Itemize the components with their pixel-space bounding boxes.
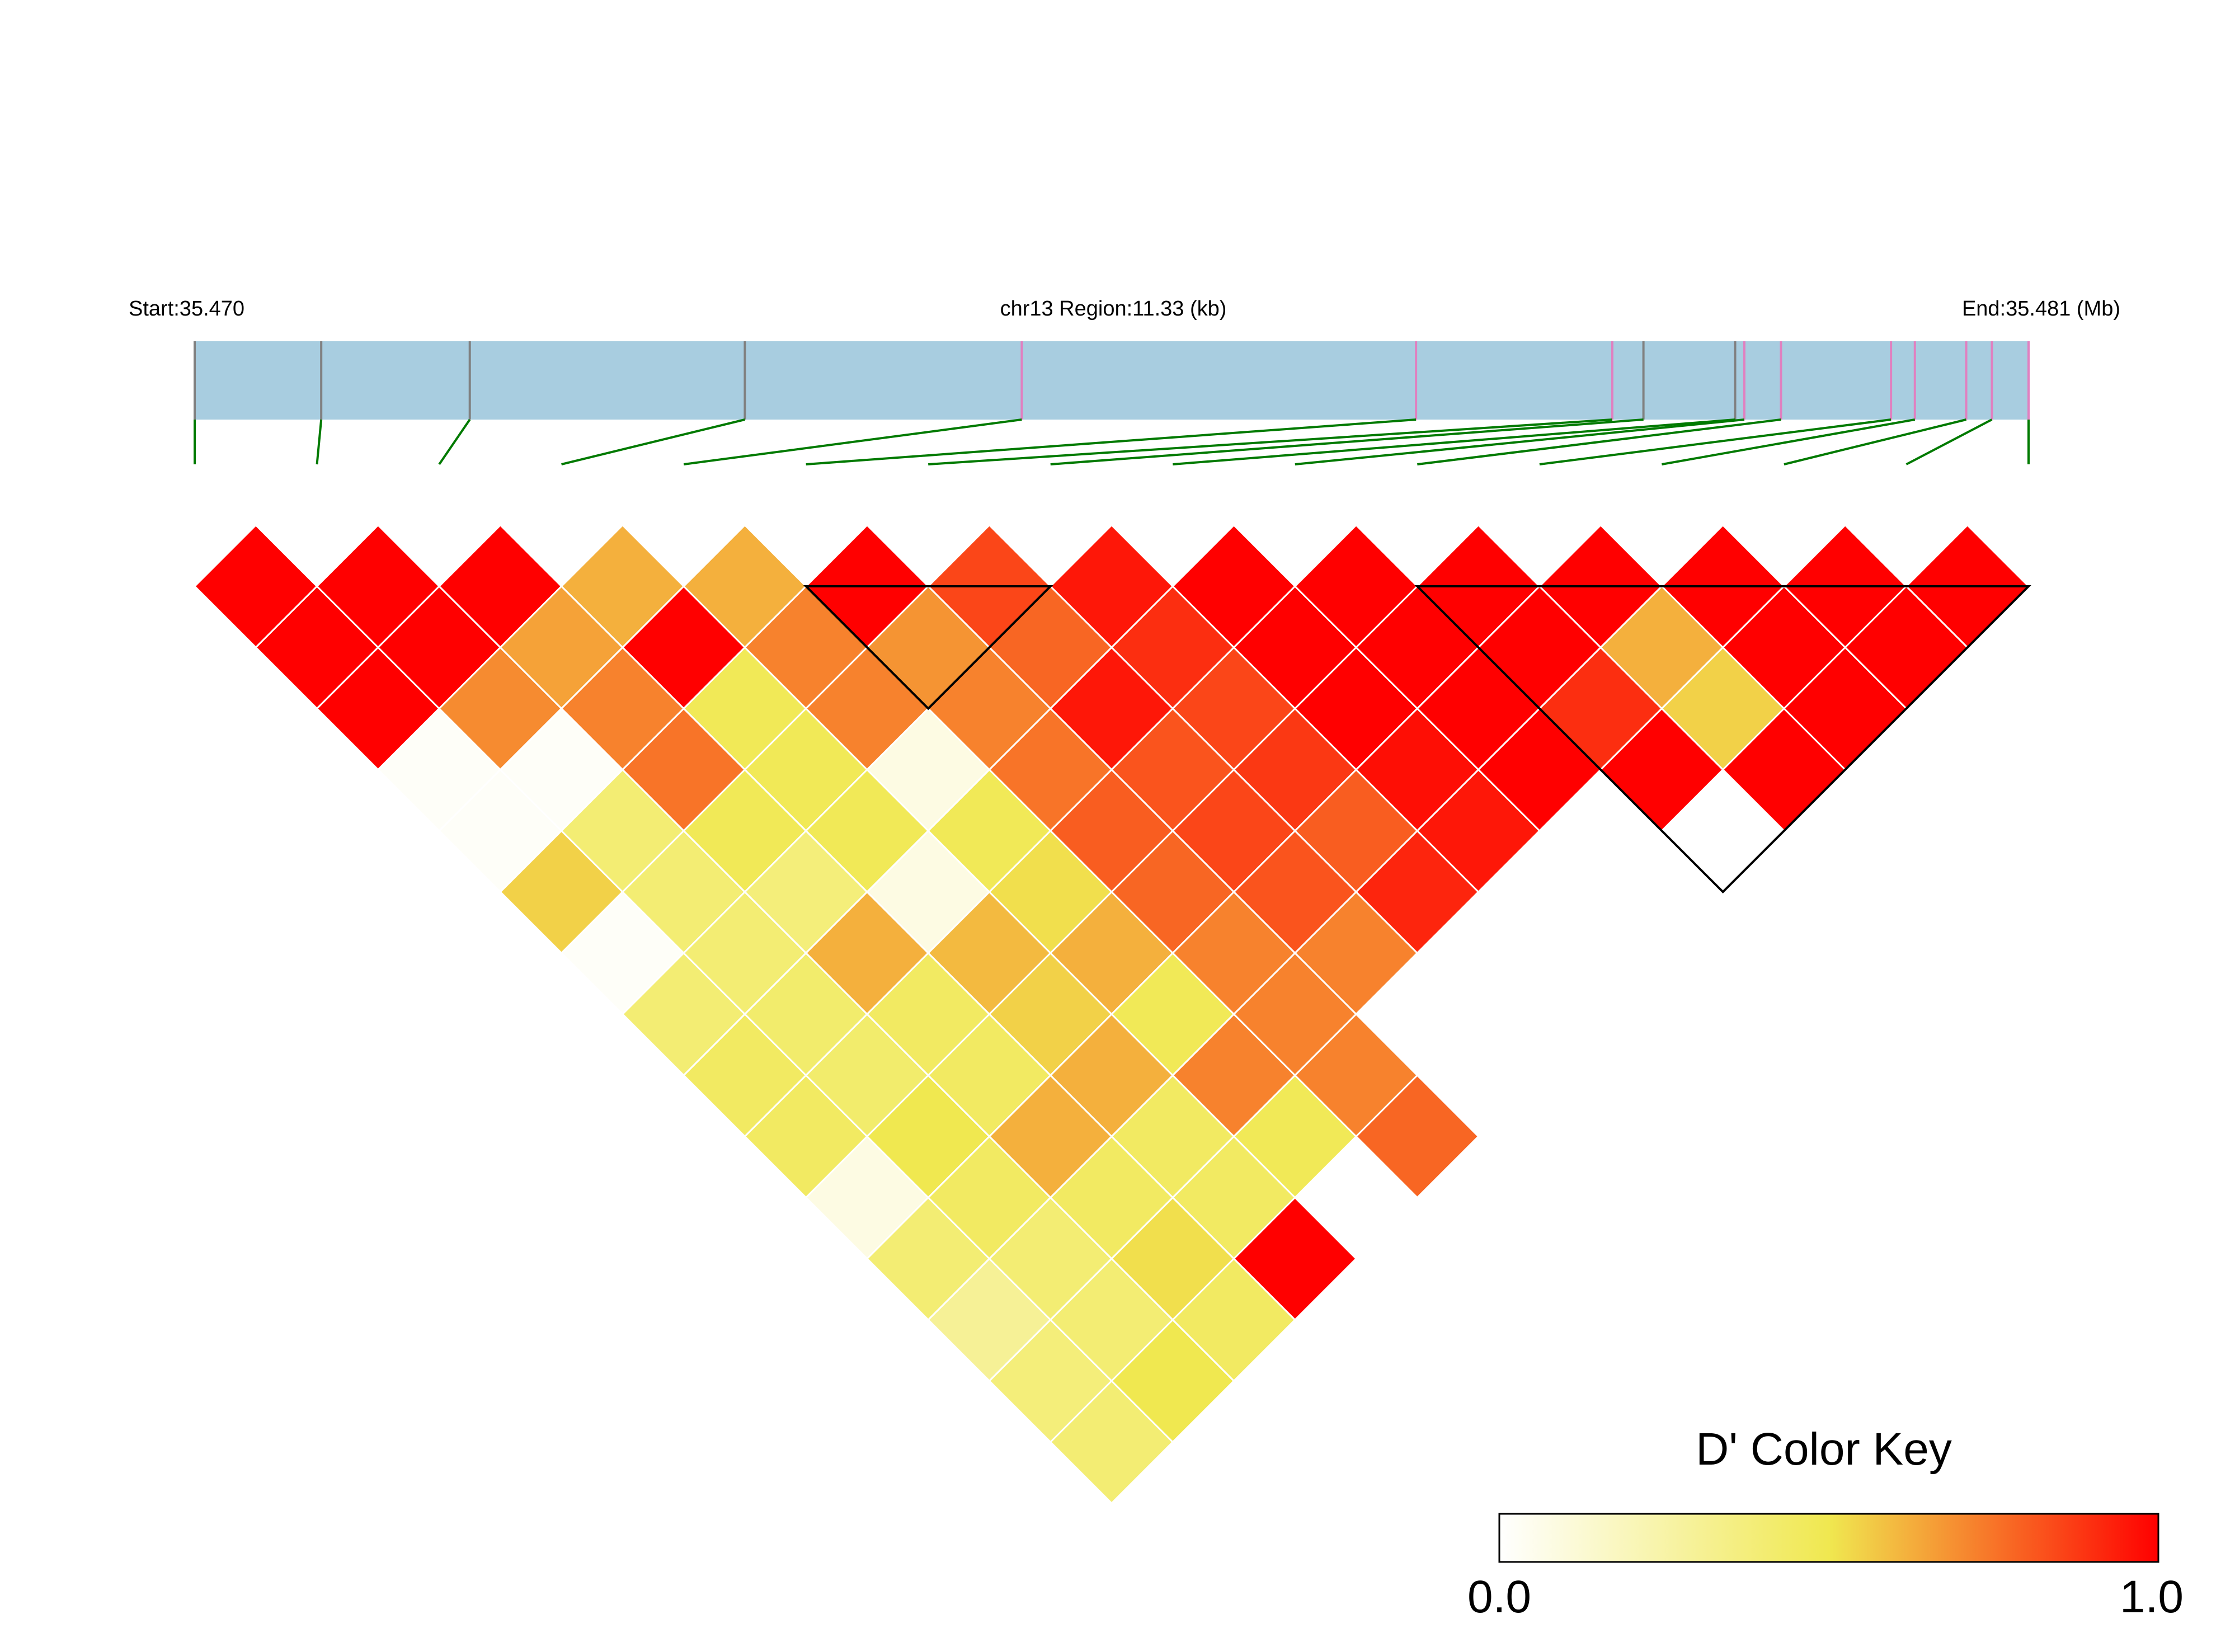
color-key-min-label: 0.0 bbox=[1467, 1571, 1531, 1622]
snp-connector-line bbox=[1417, 418, 1781, 465]
color-key-title: D' Color Key bbox=[1696, 1424, 1952, 1475]
color-key-max-label: 1.0 bbox=[2120, 1571, 2184, 1622]
snp-connector-line bbox=[806, 418, 1417, 465]
region-start-label: Start:35.470 bbox=[129, 297, 244, 321]
region-end-label: End:35.481 (Mb) bbox=[1962, 297, 2120, 321]
snp-connector-line bbox=[1905, 418, 1993, 465]
region-title-label: chr13 Region:11.33 (kb) bbox=[1000, 297, 1227, 321]
snp-connector-line bbox=[561, 418, 745, 465]
ld-cell bbox=[1354, 1074, 1480, 1199]
snp-connector-line bbox=[1539, 418, 1891, 465]
snp-connector-line bbox=[1173, 418, 1735, 465]
color-key-gradient-bar bbox=[1498, 1513, 2159, 1563]
snp-connector-line bbox=[928, 418, 1613, 465]
ld-block-outlines bbox=[803, 585, 2031, 894]
snp-connector-line bbox=[438, 418, 471, 465]
snp-connector-lines bbox=[194, 418, 2030, 465]
snp-connector-line bbox=[1050, 418, 1644, 465]
gene-track-bar bbox=[195, 341, 2029, 420]
snp-tick-group bbox=[194, 341, 2030, 420]
snp-connector-line bbox=[316, 419, 323, 465]
ld-cell bbox=[1232, 1196, 1358, 1321]
snp-connector-line bbox=[1662, 418, 1916, 465]
snp-connector-line bbox=[1295, 418, 1745, 465]
snp-connector-line bbox=[1784, 418, 1967, 465]
snp-connector-line bbox=[683, 418, 1022, 465]
ld-heatmap bbox=[193, 524, 2030, 1505]
ld-block-outline bbox=[1414, 585, 2031, 894]
ld-block-outline bbox=[803, 585, 1053, 710]
